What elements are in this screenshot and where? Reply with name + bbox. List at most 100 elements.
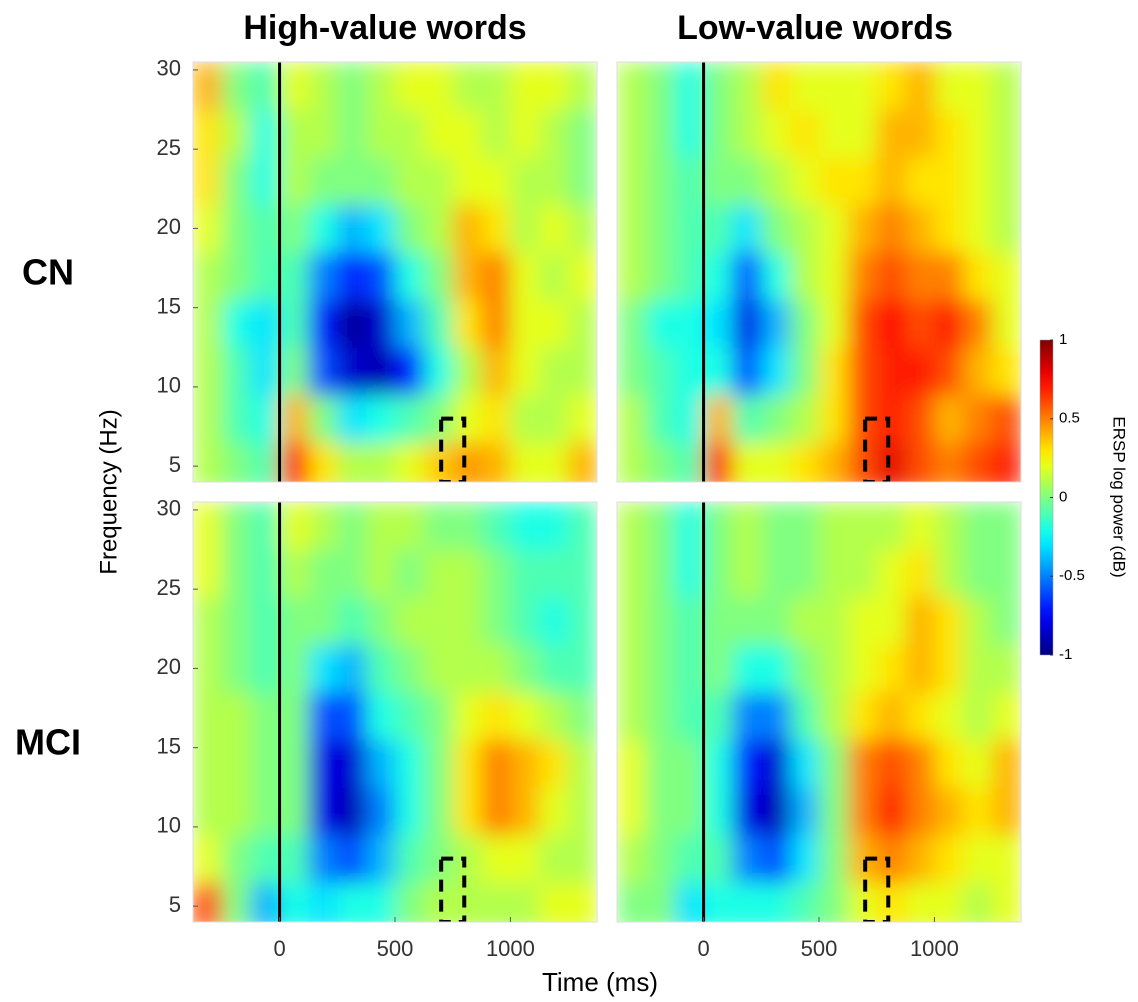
heatmap-cell bbox=[674, 299, 705, 348]
y-tick-label: 25 bbox=[157, 575, 181, 600]
heatmap-cell bbox=[963, 502, 993, 551]
heatmap-cell bbox=[221, 597, 252, 646]
heatmap-cell bbox=[703, 597, 733, 646]
heatmap-cell bbox=[568, 109, 597, 158]
y-tick-label: 10 bbox=[157, 813, 181, 838]
heatmap-cell bbox=[337, 549, 367, 598]
heatmap-cell bbox=[732, 157, 762, 206]
panel-frame bbox=[192, 61, 598, 483]
heatmap-cell bbox=[193, 502, 223, 551]
heatmap-cell bbox=[423, 597, 454, 646]
heatmap-cell bbox=[395, 787, 425, 836]
heatmap-cell bbox=[934, 739, 964, 788]
heatmap-cell bbox=[366, 882, 396, 922]
panel bbox=[617, 62, 1021, 482]
heatmap-cell bbox=[539, 252, 569, 301]
column-title: High-value words bbox=[243, 9, 526, 47]
heatmap-cell bbox=[790, 787, 820, 836]
heatmap-cell bbox=[510, 299, 540, 348]
heatmap-cell bbox=[193, 109, 223, 158]
heatmap-cell bbox=[674, 394, 705, 443]
heatmap-cell bbox=[279, 692, 309, 741]
heatmap-cell bbox=[452, 252, 483, 301]
y-tick-label: 15 bbox=[157, 293, 181, 318]
heatmap-cell bbox=[934, 442, 964, 482]
heatmap-cell bbox=[308, 157, 338, 206]
heatmap-cell bbox=[703, 739, 733, 788]
heatmap-cell bbox=[481, 834, 511, 883]
heatmap-cell bbox=[963, 644, 993, 693]
heatmap-cell bbox=[617, 347, 647, 396]
heatmap-cell bbox=[645, 739, 676, 788]
heatmap-cell bbox=[510, 692, 540, 741]
heatmap-cell bbox=[963, 394, 993, 443]
heatmap-cell bbox=[481, 739, 511, 788]
heatmap-cell bbox=[423, 299, 454, 348]
heatmap-cell bbox=[395, 442, 425, 482]
heatmap-cell bbox=[790, 157, 820, 206]
heatmap-cell bbox=[423, 739, 454, 788]
heatmap-cell bbox=[539, 787, 569, 836]
heatmap-cell bbox=[221, 882, 252, 922]
heatmap-cell bbox=[423, 644, 454, 693]
heatmap-cell bbox=[452, 549, 483, 598]
heatmap-cell bbox=[279, 787, 309, 836]
heatmap-cell bbox=[819, 549, 849, 598]
highlight-box bbox=[439, 856, 467, 922]
heatmap-cell bbox=[761, 644, 791, 693]
heatmap-cell bbox=[366, 597, 396, 646]
heatmap-cell bbox=[645, 109, 676, 158]
heatmap-cell bbox=[934, 299, 964, 348]
heatmap-cell bbox=[819, 787, 849, 836]
heatmap-cell bbox=[366, 394, 396, 443]
heatmap-cell bbox=[539, 204, 569, 253]
heatmap-cell bbox=[905, 347, 935, 396]
heatmap-cell bbox=[905, 442, 935, 482]
heatmap-cell bbox=[568, 597, 597, 646]
heatmap-cell bbox=[645, 692, 676, 741]
heatmap-cell bbox=[510, 739, 540, 788]
row-label: MCI bbox=[15, 722, 81, 763]
heatmap-cell bbox=[193, 62, 223, 111]
heatmap-cell bbox=[732, 502, 762, 551]
heatmap-cell bbox=[279, 597, 309, 646]
heatmap-cell bbox=[250, 347, 281, 396]
heatmap-cell bbox=[905, 62, 935, 111]
x-tick-label: 1000 bbox=[910, 936, 959, 961]
heatmap-cell bbox=[703, 502, 733, 551]
heatmap-cell bbox=[847, 739, 878, 788]
heatmap-cell bbox=[193, 692, 223, 741]
heatmap-cell bbox=[452, 394, 483, 443]
heatmap-cell bbox=[963, 299, 993, 348]
heatmap-cell bbox=[279, 204, 309, 253]
heatmap-cell bbox=[568, 644, 597, 693]
heatmap-cell bbox=[934, 692, 964, 741]
heatmap-cell bbox=[819, 502, 849, 551]
heatmap-cell bbox=[617, 644, 647, 693]
heatmap-cell bbox=[761, 204, 791, 253]
heatmap-cell bbox=[308, 644, 338, 693]
heatmap-cell bbox=[395, 204, 425, 253]
heatmap-cell bbox=[221, 644, 252, 693]
heatmap-cell bbox=[221, 549, 252, 598]
heatmap-cell bbox=[790, 204, 820, 253]
heatmap-cell bbox=[674, 109, 705, 158]
heatmap-cell bbox=[539, 109, 569, 158]
heatmap-cell bbox=[221, 442, 252, 482]
heatmap-cell bbox=[568, 787, 597, 836]
heatmap-cell bbox=[617, 299, 647, 348]
heatmap-cell bbox=[790, 692, 820, 741]
colorbar-tick-label: 0 bbox=[1059, 488, 1067, 505]
heatmap-cell bbox=[819, 692, 849, 741]
heatmap-cell bbox=[732, 252, 762, 301]
heatmap-cell bbox=[790, 442, 820, 482]
heatmap-cell bbox=[645, 252, 676, 301]
heatmap-cell bbox=[703, 549, 733, 598]
heatmap-cell bbox=[761, 157, 791, 206]
heatmap-cell bbox=[308, 204, 338, 253]
heatmap-cell bbox=[819, 834, 849, 883]
heatmap-cell bbox=[905, 502, 935, 551]
heatmap-cell bbox=[847, 252, 878, 301]
heatmap-cell bbox=[539, 157, 569, 206]
heatmap-cell bbox=[568, 692, 597, 741]
